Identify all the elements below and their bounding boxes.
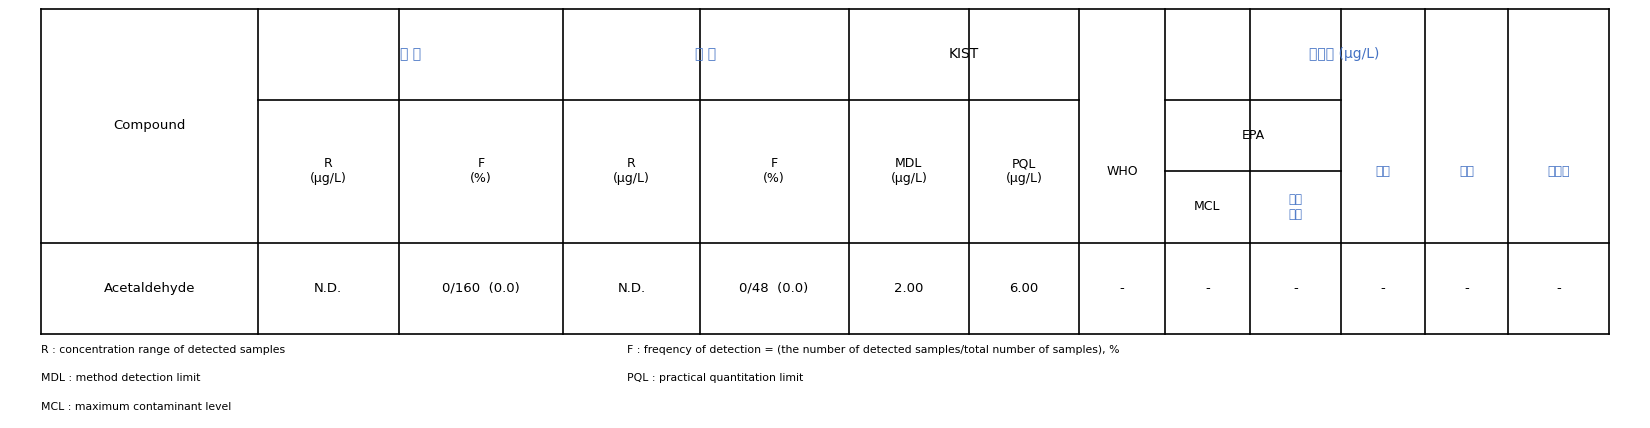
Text: KIST: KIST (949, 47, 978, 61)
Text: 원 수: 원 수 (695, 47, 716, 61)
Text: PQL : practical quantitation limit: PQL : practical quantitation limit (627, 373, 804, 383)
Text: MCL: MCL (1195, 200, 1221, 214)
Text: Compound: Compound (114, 119, 185, 132)
Text: -: - (1204, 282, 1209, 295)
Text: 6.00: 6.00 (1010, 282, 1040, 295)
Text: R
(μg/L): R (μg/L) (310, 157, 346, 185)
Text: -: - (1465, 282, 1468, 295)
Text: 호주: 호주 (1459, 165, 1475, 178)
Text: 정 수: 정 수 (399, 47, 421, 61)
Text: 0/160  (0.0): 0/160 (0.0) (442, 282, 520, 295)
Text: -: - (1381, 282, 1386, 295)
Text: MDL : method detection limit: MDL : method detection limit (41, 373, 201, 383)
Text: -: - (1120, 282, 1124, 295)
Text: R
(μg/L): R (μg/L) (614, 157, 650, 185)
Text: Acetaldehyde: Acetaldehyde (104, 282, 195, 295)
Text: F
(%): F (%) (470, 157, 492, 185)
Text: MDL
(μg/L): MDL (μg/L) (891, 157, 927, 185)
Text: WHO: WHO (1106, 165, 1138, 178)
Text: 0/48  (0.0): 0/48 (0.0) (739, 282, 808, 295)
Text: -: - (1556, 282, 1561, 295)
Text: PQL
(μg/L): PQL (μg/L) (1005, 157, 1043, 185)
Text: 2.00: 2.00 (894, 282, 924, 295)
Text: 기준값 (μg/L): 기준값 (μg/L) (1308, 47, 1379, 61)
Text: 발암
그룹: 발암 그룹 (1289, 193, 1302, 221)
Text: EPA: EPA (1241, 129, 1264, 142)
Text: F : freqency of detection = (the number of detected samples/total number of samp: F : freqency of detection = (the number … (627, 345, 1119, 355)
Text: 일본: 일본 (1376, 165, 1391, 178)
Text: -: - (1294, 282, 1297, 295)
Text: R : concentration range of detected samples: R : concentration range of detected samp… (41, 345, 285, 355)
Text: 캐나다: 캐나다 (1548, 165, 1569, 178)
Text: MCL : maximum contaminant level: MCL : maximum contaminant level (41, 401, 231, 412)
Text: N.D.: N.D. (617, 282, 645, 295)
Text: F
(%): F (%) (764, 157, 785, 185)
Text: N.D.: N.D. (314, 282, 342, 295)
